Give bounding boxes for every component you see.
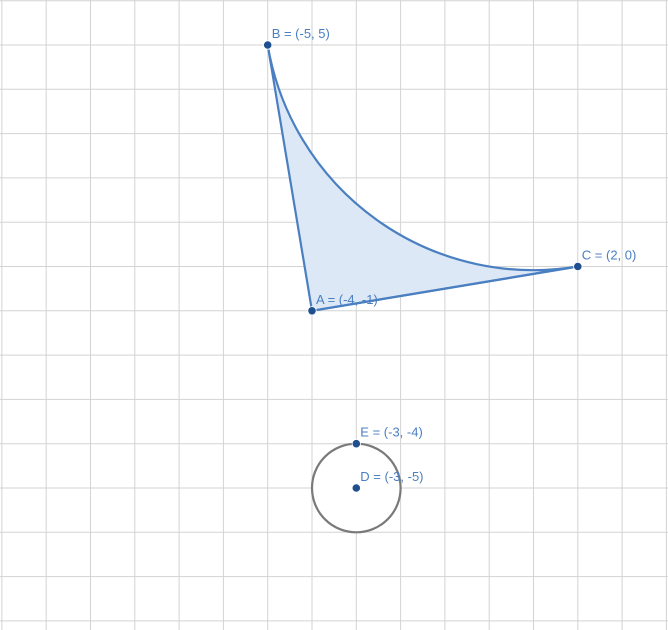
sector-abc[interactable] <box>266 43 579 312</box>
point-c-dot[interactable] <box>573 261 583 272</box>
point-d[interactable]: D = (-3, -5) <box>351 469 424 493</box>
point-b-label: B = (-5, 5) <box>272 26 330 41</box>
point-a-dot[interactable] <box>307 306 317 316</box>
point-d-label: D = (-3, -5) <box>360 469 423 484</box>
point-e[interactable]: E = (-3, -4) <box>351 425 423 449</box>
point-b[interactable]: B = (-5, 5) <box>263 26 330 50</box>
point-e-dot[interactable] <box>351 439 361 449</box>
point-a[interactable]: A = (-4, -1) <box>307 292 378 316</box>
point-c[interactable]: C = (2, 0) <box>573 248 637 272</box>
point-a-label: A = (-4, -1) <box>316 292 378 307</box>
point-e-label: E = (-3, -4) <box>360 425 423 440</box>
segment-ac[interactable] <box>311 265 578 312</box>
point-d-dot[interactable] <box>351 483 361 493</box>
point-c-label: C = (2, 0) <box>582 248 637 263</box>
point-b-dot[interactable] <box>263 40 273 50</box>
points-layer: A = (-4, -1) B = (-5, 5) C = (2, 0) D = (-3… <box>263 26 637 493</box>
